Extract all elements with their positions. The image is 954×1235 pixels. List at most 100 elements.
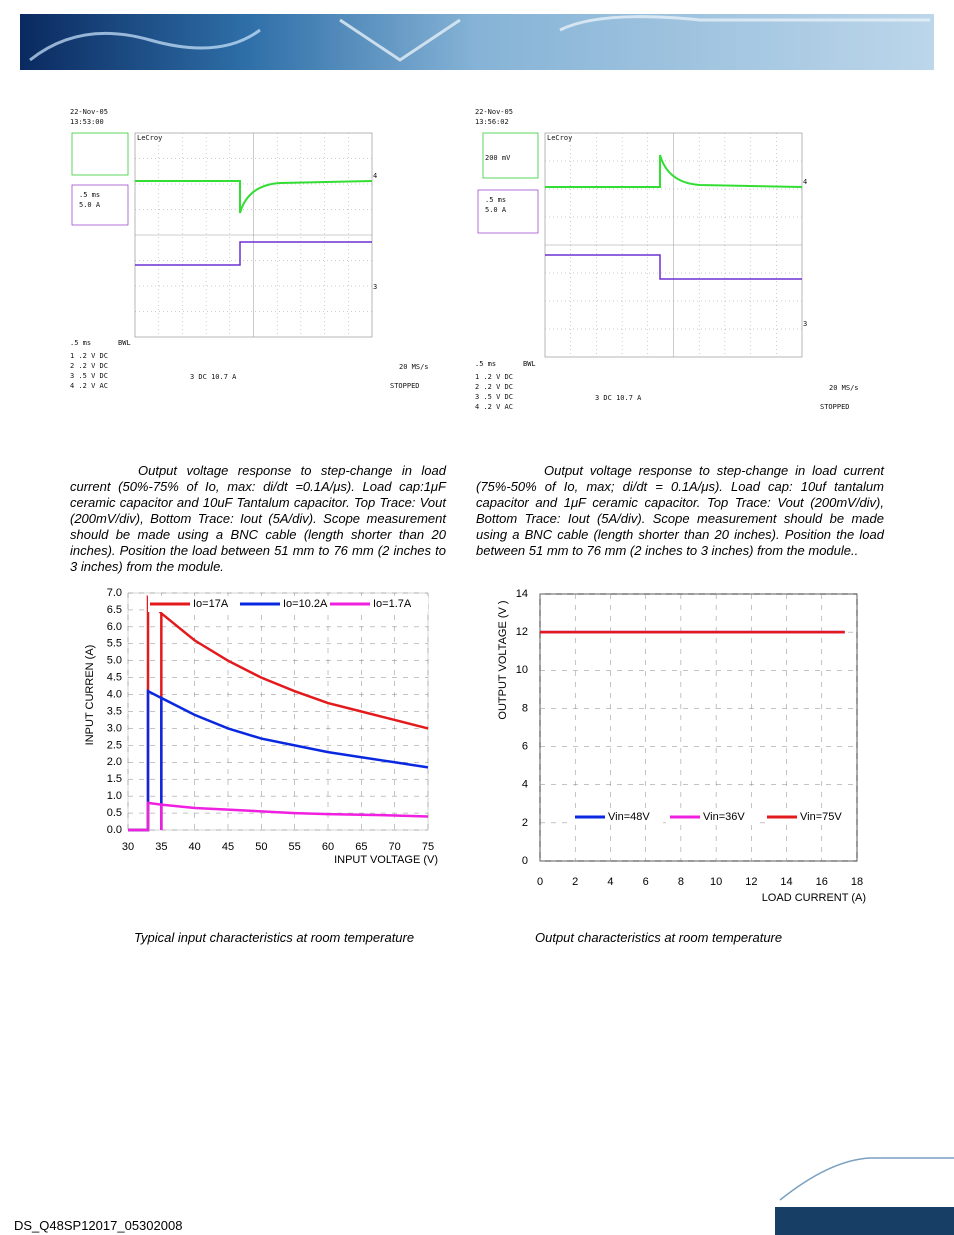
- y-tick-label: 0.0: [107, 824, 122, 836]
- y-axis-label: OUTPUT VOLTAGE (V ): [497, 600, 509, 719]
- scope-bwl: BWL: [118, 339, 131, 347]
- scope-box-text: 5.0 A: [79, 201, 101, 209]
- x-tick-label: 12: [745, 876, 757, 888]
- scope-status: STOPPED: [820, 403, 850, 411]
- chart: 30 35 40 45 50 55 60 65 70 75 0.0 0.5 1.0 1.5 2.0 2.5 3.…: [84, 587, 438, 866]
- scope-status: STOPPED: [390, 382, 420, 390]
- figure-caption: Output characteristics at room temperatu…: [535, 930, 783, 945]
- scope-rate: 20 MS/s: [829, 384, 859, 392]
- scope-time: 13:56:02: [475, 118, 509, 126]
- y-tick-label: 2.5: [107, 739, 122, 751]
- x-tick-label: 10: [710, 876, 722, 888]
- caption: Output voltage response to step-change i…: [476, 463, 884, 558]
- y-tick-label: 1.0: [107, 790, 122, 802]
- scope-channel: 2 .2 V DC: [475, 383, 513, 391]
- y-tick-label: 1.5: [107, 773, 122, 785]
- trace-label: 4: [373, 172, 377, 180]
- chart: 0 2 4 6 8 10 12 14 16 18 0 2 4 6 8 10 12 14 LOAD CURRENT (…: [497, 588, 866, 904]
- scope-time: 13:53:00: [70, 118, 104, 126]
- x-tick-label: 55: [289, 841, 301, 853]
- x-tick-label: 16: [816, 876, 828, 888]
- trace-label: 3: [803, 320, 807, 328]
- scope-channel: 4 .2 V AC: [70, 382, 108, 390]
- legend-bg: [238, 596, 338, 612]
- legend-label: Vin=48V: [608, 811, 650, 823]
- x-tick-label: 4: [607, 876, 613, 888]
- legend-label: Vin=75V: [800, 811, 842, 823]
- plot-area: [127, 592, 429, 831]
- x-tick-label: 75: [422, 841, 434, 853]
- x-tick-label: 30: [122, 841, 134, 853]
- x-tick-label: 65: [355, 841, 367, 853]
- voltage-trace: [135, 180, 373, 214]
- y-tick-label: 5.0: [107, 655, 122, 667]
- y-tick-label: 6.0: [107, 621, 122, 633]
- current-trace: [135, 241, 372, 266]
- legend-bg: [573, 809, 663, 825]
- current-trace: [545, 254, 802, 280]
- scope-channel: 3 .5 V DC: [475, 393, 513, 401]
- y-tick-label: 4.0: [107, 688, 122, 700]
- scope-brand: LeCroy: [137, 134, 162, 142]
- legend-label: Io=17A: [193, 598, 229, 610]
- y-tick-label: 6: [522, 740, 528, 752]
- footer-graphic: [775, 1157, 954, 1235]
- y-tick-label: 2.0: [107, 756, 122, 768]
- scope-channel: 3 .5 V DC: [70, 372, 108, 380]
- x-tick-label: 70: [389, 841, 401, 853]
- legend-bg: [148, 596, 248, 612]
- x-tick-label: 6: [643, 876, 649, 888]
- scope-channel: 4 .2 V AC: [475, 403, 513, 411]
- x-tick-label: 2: [572, 876, 578, 888]
- scope-channel: 1 .2 V DC: [475, 373, 513, 381]
- y-tick-label: 6.5: [107, 604, 122, 616]
- scope-channel: 1 .2 V DC: [70, 352, 108, 360]
- scope-brand: LeCroy: [547, 134, 572, 142]
- legend-bg: [765, 809, 855, 825]
- trace-label: 3: [373, 283, 377, 291]
- scope-box: [71, 132, 129, 176]
- y-axis-label: INPUT CURREN (A): [84, 645, 96, 746]
- trace-label: 4: [803, 178, 807, 186]
- scope-rate: 20 MS/s: [399, 363, 429, 371]
- y-tick-label: 3.5: [107, 705, 122, 717]
- y-tick-label: 10: [516, 664, 528, 676]
- y-tick-label: 2: [522, 817, 528, 829]
- x-tick-label: 50: [255, 841, 267, 853]
- y-tick-label: 0: [522, 855, 528, 867]
- x-tick-label: 14: [780, 876, 792, 888]
- scope-box: [477, 189, 539, 234]
- scope-box: [482, 132, 539, 179]
- scope-trigger: 3 DC 10.7 A: [190, 373, 237, 381]
- y-tick-label: 5.5: [107, 638, 122, 650]
- voltage-trace: [545, 154, 803, 188]
- scope-box: [71, 184, 129, 226]
- scope-timebase: .5 ms: [70, 339, 91, 347]
- x-tick-label: 45: [222, 841, 234, 853]
- scope-timebase: .5 ms: [475, 360, 496, 368]
- legend-label: Io=10.2A: [283, 598, 328, 610]
- line-series: [128, 689, 429, 832]
- x-tick-label: 60: [322, 841, 334, 853]
- legend-label: Vin=36V: [703, 811, 745, 823]
- y-tick-label: 0.5: [107, 807, 122, 819]
- x-axis-label: LOAD CURRENT (A): [762, 892, 866, 904]
- scope-box-text: .5 ms: [485, 196, 506, 204]
- x-tick-label: 8: [678, 876, 684, 888]
- scope-date: 22-Nov-05: [475, 108, 513, 116]
- x-tick-label: 18: [851, 876, 863, 888]
- figure-caption: Typical input characteristics at room te…: [134, 930, 415, 945]
- scope-screens: 22-Nov-05 13:53:00 LeCroy .5 ms 5.0 A 4 3 .5 ms…: [70, 108, 859, 411]
- x-tick-label: 35: [155, 841, 167, 853]
- y-tick-label: 12: [516, 626, 528, 638]
- scope-trigger: 3 DC 10.7 A: [595, 394, 642, 402]
- legend-bg: [328, 596, 428, 612]
- legend-bg: [668, 809, 758, 825]
- line-series: [128, 801, 429, 832]
- y-tick-label: 4: [522, 779, 528, 791]
- y-tick-label: 3.0: [107, 722, 122, 734]
- y-tick-label: 14: [516, 588, 528, 600]
- footer: DS_Q48SP12017_05302008: [14, 1218, 183, 1233]
- scope-scale: 200 mV: [485, 154, 511, 162]
